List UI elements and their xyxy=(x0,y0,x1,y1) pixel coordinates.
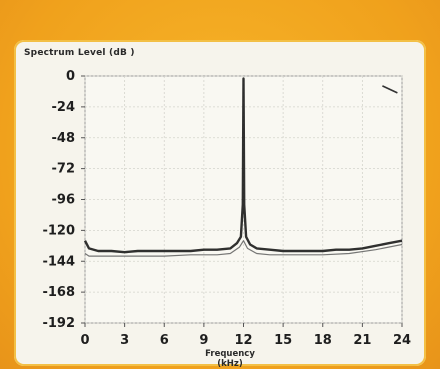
y-tick-label: -168 xyxy=(42,285,75,300)
y-tick-label: -72 xyxy=(52,162,76,177)
y-tick-label: -120 xyxy=(42,223,75,238)
y-tick-label: -192 xyxy=(42,316,75,331)
y-tick-label: -48 xyxy=(52,131,76,146)
x-tick-label: 15 xyxy=(274,333,292,348)
x-tick-label: 3 xyxy=(120,333,129,348)
x-tick-label: 0 xyxy=(80,333,89,348)
y-tick-label: -144 xyxy=(42,254,75,269)
x-tick-label: 12 xyxy=(234,333,252,348)
series-line-2 xyxy=(84,240,403,257)
y-tick-label: 0 xyxy=(66,69,75,84)
y-tick-label: -24 xyxy=(52,100,76,115)
y-tick-label: -96 xyxy=(52,193,76,208)
x-tick-label: 18 xyxy=(314,333,332,348)
x-tick-label: 6 xyxy=(160,333,169,348)
x-tick-label: 24 xyxy=(393,333,411,348)
y-axis-title: Spectrum Level (dB ) xyxy=(24,48,135,58)
x-tick-label: 9 xyxy=(199,333,208,348)
series-line-1 xyxy=(83,77,403,254)
marker-annotation xyxy=(382,85,398,94)
x-tick-label: 21 xyxy=(353,333,371,348)
x-axis-title: Frequency (kHz) xyxy=(205,349,255,369)
